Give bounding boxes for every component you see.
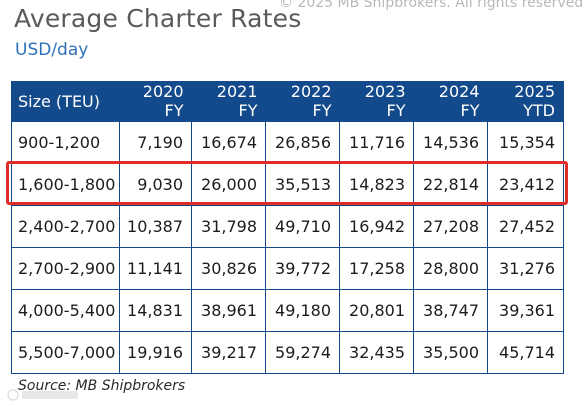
- rate-cell: 45,714: [487, 331, 564, 374]
- rate-cell: 14,536: [413, 121, 488, 164]
- rate-cell: 11,716: [339, 121, 414, 164]
- rate-cell: 16,674: [191, 121, 266, 164]
- rate-cell: 39,361: [487, 289, 564, 332]
- column-header-period: YTD: [523, 101, 555, 120]
- rate-cell: 38,961: [191, 289, 266, 332]
- column-header-year: 2021: [216, 82, 258, 101]
- rate-cell: 9,030: [119, 163, 192, 206]
- rate-cell: 59,274: [265, 331, 340, 374]
- rate-cell: 22,814: [413, 163, 488, 206]
- column-header-period: FY: [238, 101, 258, 120]
- size-cell: 1,600-1,800: [11, 163, 120, 206]
- rate-cell: 16,942: [339, 205, 414, 248]
- rate-cell: 31,798: [191, 205, 266, 248]
- rate-cell: 15,354: [487, 121, 564, 164]
- column-header-year: 2022: [290, 82, 332, 101]
- page-subtitle: USD/day: [15, 40, 89, 60]
- rate-cell: 28,800: [413, 247, 488, 290]
- column-header-period: FY: [312, 101, 332, 120]
- rate-cell: 20,801: [339, 289, 414, 332]
- column-header-year: 2020: [142, 82, 184, 101]
- page-title: Average Charter Rates: [14, 4, 302, 33]
- rate-cell: 23,412: [487, 163, 564, 206]
- rate-cell: 39,217: [191, 331, 266, 374]
- source-note: Source: MB Shipbrokers: [18, 378, 186, 394]
- column-header-year: 2025: [514, 82, 555, 101]
- column-header-2025: 2025 YTD: [487, 81, 564, 122]
- charter-rates-table: Size (TEU) 2020 FY 2021 FY 2022 FY 2023 FY 2…: [11, 81, 564, 374]
- column-header-2023: 2023 FY: [339, 81, 414, 122]
- table-row: 2,700-2,900 11,141 30,826 39,772 17,258 …: [11, 247, 564, 290]
- size-cell: 4,000-5,400: [11, 289, 120, 332]
- rate-cell: 7,190: [119, 121, 192, 164]
- column-header-2020: 2020 FY: [119, 81, 192, 122]
- size-cell: 900-1,200: [11, 121, 120, 164]
- rate-cell: 27,452: [487, 205, 564, 248]
- column-header-period: FY: [460, 101, 480, 120]
- table-row-highlighted: 1,600-1,800 9,030 26,000 35,513 14,823 2…: [11, 163, 564, 206]
- size-cell: 2,700-2,900: [11, 247, 120, 290]
- table-row: 5,500-7,000 19,916 39,217 59,274 32,435 …: [11, 331, 564, 374]
- column-header-label: Size (TEU): [18, 91, 101, 111]
- rate-cell: 19,916: [119, 331, 192, 374]
- rate-cell: 14,831: [119, 289, 192, 332]
- rate-cell: 17,258: [339, 247, 414, 290]
- copyright-notice: © 2025 MB Shipbrokers. All rights reserv…: [279, 0, 584, 11]
- column-header-period: FY: [164, 101, 184, 120]
- rate-cell: 14,823: [339, 163, 414, 206]
- size-cell: 2,400-2,700: [11, 205, 120, 248]
- size-cell: 5,500-7,000: [11, 331, 120, 374]
- rate-cell: 10,387: [119, 205, 192, 248]
- rate-cell: 49,710: [265, 205, 340, 248]
- column-header-year: 2024: [438, 82, 480, 101]
- column-header-2024: 2024 FY: [413, 81, 488, 122]
- rate-cell: 35,513: [265, 163, 340, 206]
- rate-cell: 35,500: [413, 331, 488, 374]
- table-row: 900-1,200 7,190 16,674 26,856 11,716 14,…: [11, 121, 564, 164]
- rate-cell: 26,000: [191, 163, 266, 206]
- rate-cell: 27,208: [413, 205, 488, 248]
- column-header-2021: 2021 FY: [191, 81, 266, 122]
- table-row: 2,400-2,700 10,387 31,798 49,710 16,942 …: [11, 205, 564, 248]
- rate-cell: 30,826: [191, 247, 266, 290]
- rate-cell: 49,180: [265, 289, 340, 332]
- watermark-logo: [7, 389, 78, 401]
- column-header-period: FY: [386, 101, 406, 120]
- column-header-year: 2023: [364, 82, 406, 101]
- column-header-2022: 2022 FY: [265, 81, 340, 122]
- table-header-row: Size (TEU) 2020 FY 2021 FY 2022 FY 2023 FY 2…: [11, 81, 564, 122]
- table-row: 4,000-5,400 14,831 38,961 49,180 20,801 …: [11, 289, 564, 332]
- rate-cell: 32,435: [339, 331, 414, 374]
- column-header-size: Size (TEU): [11, 81, 120, 122]
- rate-cell: 39,772: [265, 247, 340, 290]
- rate-cell: 11,141: [119, 247, 192, 290]
- rate-cell: 38,747: [413, 289, 488, 332]
- rate-cell: 26,856: [265, 121, 340, 164]
- rate-cell: 31,276: [487, 247, 564, 290]
